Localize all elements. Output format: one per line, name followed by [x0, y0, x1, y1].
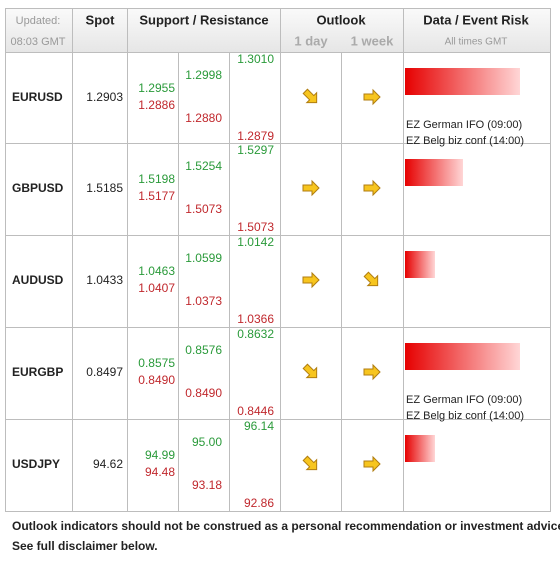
support-level: 1.2880: [185, 111, 222, 125]
support-level: 1.5073: [185, 202, 222, 216]
outlook-arrow: [302, 363, 318, 379]
outlook-arrow: [302, 88, 318, 104]
resistance-level: 1.5254: [185, 159, 222, 173]
support-level: 1.5073: [237, 220, 274, 234]
support-level: 1.5177: [138, 189, 175, 203]
footer-line: Outlook indicators should not be constru…: [12, 519, 560, 533]
header-bg: [5, 8, 550, 52]
spot-value: 94.62: [93, 457, 123, 471]
resistance-level: 96.14: [244, 419, 274, 433]
support-level: 0.8446: [237, 404, 274, 418]
event-risk-bar: [405, 251, 435, 278]
resistance-level: 95.00: [192, 435, 222, 449]
outlook-header: Outlook: [316, 12, 366, 27]
outlook-arrow: [302, 179, 320, 197]
levels-header: Support / Resistance: [139, 12, 268, 27]
week-header: 1 week: [351, 33, 394, 48]
support-level: 92.86: [244, 496, 274, 510]
support-level: 94.48: [145, 465, 175, 479]
spot-header: Spot: [86, 12, 116, 27]
resistance-level: 1.5297: [237, 143, 274, 157]
pair-label: USDJPY: [12, 457, 60, 471]
footer-line: See full disclaimer below.: [12, 539, 158, 553]
outlook-arrow: [363, 88, 381, 106]
outlook-arrow: [302, 455, 318, 471]
outlook-arrow: [363, 363, 381, 381]
outlook-arrow: [363, 271, 379, 287]
event-text: EZ German IFO (09:00): [406, 394, 522, 406]
resistance-level: 0.8576: [185, 343, 222, 357]
events-note: All times GMT: [445, 37, 508, 48]
resistance-level: 1.2998: [185, 68, 222, 82]
support-level: 0.8490: [138, 373, 175, 387]
resistance-level: 94.99: [145, 448, 175, 462]
support-level: 93.18: [192, 478, 222, 492]
resistance-level: 0.8575: [138, 356, 175, 370]
pair-label: EURUSD: [12, 90, 63, 104]
resistance-level: 1.0463: [138, 264, 175, 278]
event-risk-bar: [405, 68, 520, 95]
event-text: EZ Belg biz conf (14:00): [406, 135, 524, 147]
resistance-level: 1.0599: [185, 251, 222, 265]
event-text: EZ Belg biz conf (14:00): [406, 410, 524, 422]
support-level: 1.0373: [185, 294, 222, 308]
day-header: 1 day: [294, 33, 328, 48]
outlook-arrow: [363, 179, 381, 197]
resistance-level: 1.5198: [138, 172, 175, 186]
spot-value: 1.0433: [86, 273, 123, 287]
event-text: EZ German IFO (09:00): [406, 119, 522, 131]
resistance-level: 1.2955: [138, 81, 175, 95]
support-level: 1.0407: [138, 281, 175, 295]
resistance-level: 1.0142: [237, 235, 274, 249]
pair-label: GBPUSD: [12, 181, 64, 195]
support-level: 1.2886: [138, 98, 175, 112]
support-level: 1.2879: [237, 129, 274, 143]
event-risk-bar: [405, 435, 435, 462]
events-header: Data / Event Risk: [423, 12, 529, 27]
outlook-arrow: [363, 455, 381, 473]
pair-label: AUDUSD: [12, 273, 64, 287]
updated-time: 08:03 GMT: [10, 36, 65, 48]
updated-label: Updated:: [16, 15, 61, 27]
outlook-arrow: [302, 271, 320, 289]
spot-value: 0.8497: [86, 365, 123, 379]
spot-value: 1.5185: [86, 181, 123, 195]
resistance-level: 1.3010: [237, 52, 274, 66]
event-risk-bar: [405, 159, 463, 186]
resistance-level: 0.8632: [237, 327, 274, 341]
event-risk-bar: [405, 343, 520, 370]
table-border: [5, 8, 551, 512]
pair-label: EURGBP: [12, 365, 63, 379]
support-level: 0.8490: [185, 386, 222, 400]
spot-value: 1.2903: [86, 90, 123, 104]
support-level: 1.0366: [237, 312, 274, 326]
